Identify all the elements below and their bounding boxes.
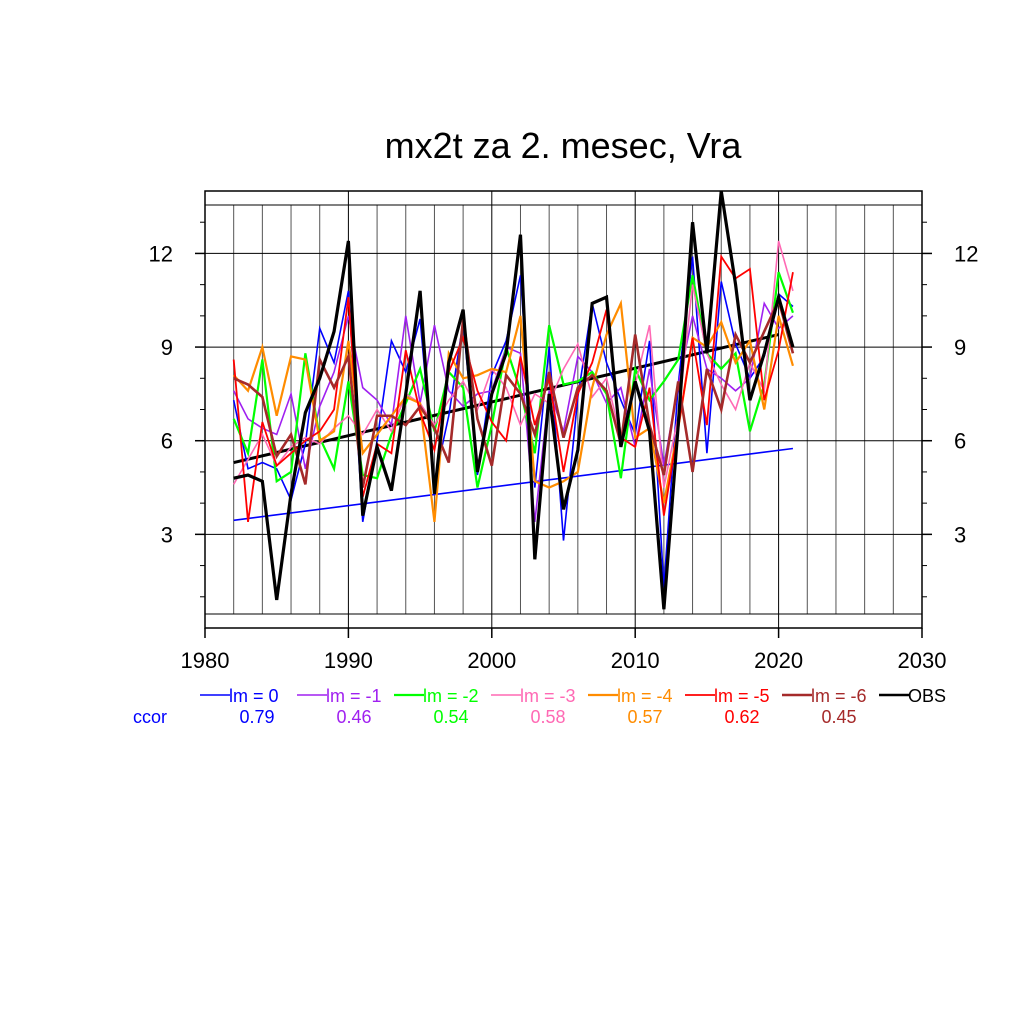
y-tick-label-right: 6: [954, 429, 966, 454]
trend-line-2: [233, 333, 779, 465]
correlation-value-5: 0.62: [724, 707, 759, 727]
tick-label-layer: 1980 1990 2000 2010 2020 2030 3 3 6 6 9 9 12 12: [149, 241, 979, 673]
x-tick-label: 2030: [898, 648, 947, 673]
correlation-value-0: 0.79: [239, 707, 274, 727]
y-tick-label-left: 3: [161, 522, 173, 547]
correlation-value-2: 0.54: [433, 707, 468, 727]
correlation-value-6: 0.45: [821, 707, 856, 727]
x-tick-label: 2020: [754, 648, 803, 673]
legend-label-1: lm = -1: [326, 686, 382, 706]
plot-frame: [204, 190, 923, 629]
legend-label-0: lm = 0: [229, 686, 279, 706]
series-line-7: [233, 190, 795, 610]
series-line-4: [232, 299, 794, 523]
series-line-0: [232, 256, 794, 588]
grid-layer: [205, 191, 922, 628]
chart-title: mx2t za 2. mesec, Vra: [385, 125, 743, 166]
x-tick-label: 1980: [181, 648, 230, 673]
y-tick-label-left: 6: [161, 429, 173, 454]
legend-label-6: lm = -6: [811, 686, 867, 706]
correlation-value-3: 0.58: [530, 707, 565, 727]
series-line-5: [232, 253, 794, 522]
legend-label-2: lm = -2: [423, 686, 479, 706]
legend-label-7: OBS: [908, 686, 946, 706]
y-tick-label-right: 3: [954, 522, 966, 547]
trend-line-1: [233, 447, 794, 522]
y-tick-label-left: 9: [161, 335, 173, 360]
legend-label-4: lm = -4: [617, 686, 673, 706]
series-line-6: [233, 296, 795, 488]
frame-layer: [195, 190, 932, 638]
legend-label-5: lm = -5: [714, 686, 770, 706]
series-line-3: [232, 240, 794, 488]
x-tick-label: 2000: [467, 648, 516, 673]
series-layer: [232, 190, 795, 610]
x-tick-label: 2010: [611, 648, 660, 673]
legend-label-3: lm = -3: [520, 686, 576, 706]
legend: lm = 0 lm = -1 lm = -2 lm = -3 lm = -4 lm = -…: [133, 686, 946, 727]
y-tick-label-left: 12: [149, 241, 173, 266]
correlation-label: ccor: [133, 707, 167, 727]
y-tick-label-right: 9: [954, 335, 966, 360]
x-tick-label: 1990: [324, 648, 373, 673]
correlation-value-4: 0.57: [627, 707, 662, 727]
correlation-value-1: 0.46: [336, 707, 371, 727]
trend-layer: [233, 333, 794, 522]
series-line-2: [232, 271, 794, 488]
y-tick-label-right: 12: [954, 241, 978, 266]
